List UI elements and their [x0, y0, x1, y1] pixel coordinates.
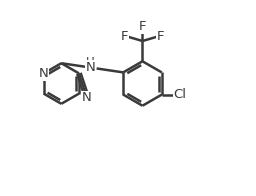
- Text: F: F: [139, 20, 146, 33]
- Text: F: F: [121, 30, 128, 43]
- Text: N: N: [82, 91, 91, 104]
- Text: N: N: [86, 61, 95, 74]
- Text: Cl: Cl: [174, 88, 187, 101]
- Text: N: N: [39, 67, 49, 80]
- Text: H: H: [86, 56, 95, 69]
- Text: F: F: [157, 30, 164, 43]
